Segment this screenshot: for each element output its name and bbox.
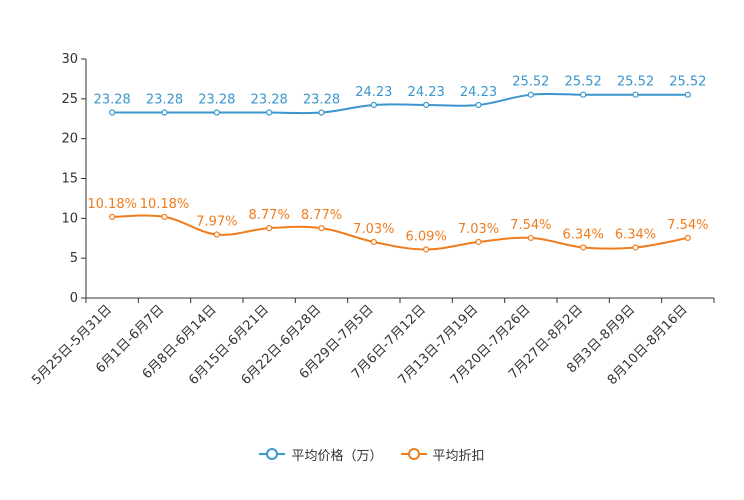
y-tick-label: 0: [70, 291, 78, 306]
data-label: 25.52: [617, 75, 654, 90]
data-label: 8.77%: [301, 208, 342, 223]
data-label: 24.23: [355, 85, 392, 100]
y-tick-label: 10: [61, 211, 78, 226]
data-label: 25.52: [512, 75, 549, 90]
data-label: 6.34%: [615, 227, 656, 242]
data-point: [475, 238, 482, 246]
data-label: 23.28: [198, 93, 235, 108]
data-point: [684, 234, 691, 242]
data-label: 7.03%: [458, 222, 499, 237]
data-point: [213, 109, 220, 116]
data-label: 23.28: [303, 93, 340, 108]
data-point: [632, 91, 639, 98]
data-point: [527, 91, 534, 98]
data-point: [580, 244, 587, 251]
y-tick-label: 5: [70, 251, 78, 266]
data-point: [527, 234, 534, 242]
y-tick-label: 30: [61, 52, 78, 67]
data-label: 7.03%: [353, 222, 394, 237]
series-line-0: [112, 92, 688, 115]
data-label: 6.34%: [563, 227, 604, 242]
data-point: [423, 246, 430, 253]
data-label: 7.54%: [667, 218, 708, 233]
y-tick-label: 20: [61, 132, 78, 147]
data-label: 8.77%: [249, 208, 290, 223]
legend-discount-label: 平均折扣: [432, 448, 485, 464]
legend: 平均价格（万） 平均折扣: [0, 442, 744, 466]
data-point: [109, 109, 116, 116]
data-label: 23.28: [94, 93, 131, 108]
data-point: [109, 213, 116, 220]
data-point: [370, 238, 377, 246]
data-point: [161, 213, 168, 220]
series-line-1: [112, 214, 689, 251]
y-tick-label: 25: [61, 92, 78, 107]
data-point: [266, 109, 273, 116]
data-point: [580, 91, 587, 98]
data-point: [475, 101, 482, 109]
data-point: [318, 109, 325, 116]
data-label: 24.23: [460, 85, 497, 100]
legend-item-price[interactable]: 平均价格（万）: [259, 445, 383, 464]
data-label: 7.97%: [196, 215, 237, 230]
data-label: 10.18%: [140, 197, 190, 212]
data-label: 23.28: [251, 93, 288, 108]
data-label: 6.09%: [406, 229, 447, 244]
data-label: 7.54%: [510, 218, 551, 233]
data-point: [161, 109, 168, 116]
legend-price-marker-icon: [259, 448, 286, 460]
data-point: [370, 101, 377, 109]
y-tick-label: 15: [61, 172, 78, 187]
legend-price-label: 平均价格（万）: [291, 448, 383, 464]
data-label: 23.28: [146, 93, 183, 108]
data-point: [423, 101, 430, 109]
data-label: 25.52: [565, 75, 602, 90]
data-point: [632, 244, 639, 251]
data-point: [318, 225, 325, 232]
legend-discount-marker-icon: [400, 448, 427, 460]
data-point: [684, 91, 691, 98]
data-point: [266, 225, 273, 232]
data-label: 24.23: [408, 85, 445, 100]
data-label: 25.52: [669, 75, 706, 90]
data-point: [213, 231, 220, 238]
data-label: 10.18%: [87, 197, 137, 212]
legend-item-discount[interactable]: 平均折扣: [400, 445, 485, 464]
